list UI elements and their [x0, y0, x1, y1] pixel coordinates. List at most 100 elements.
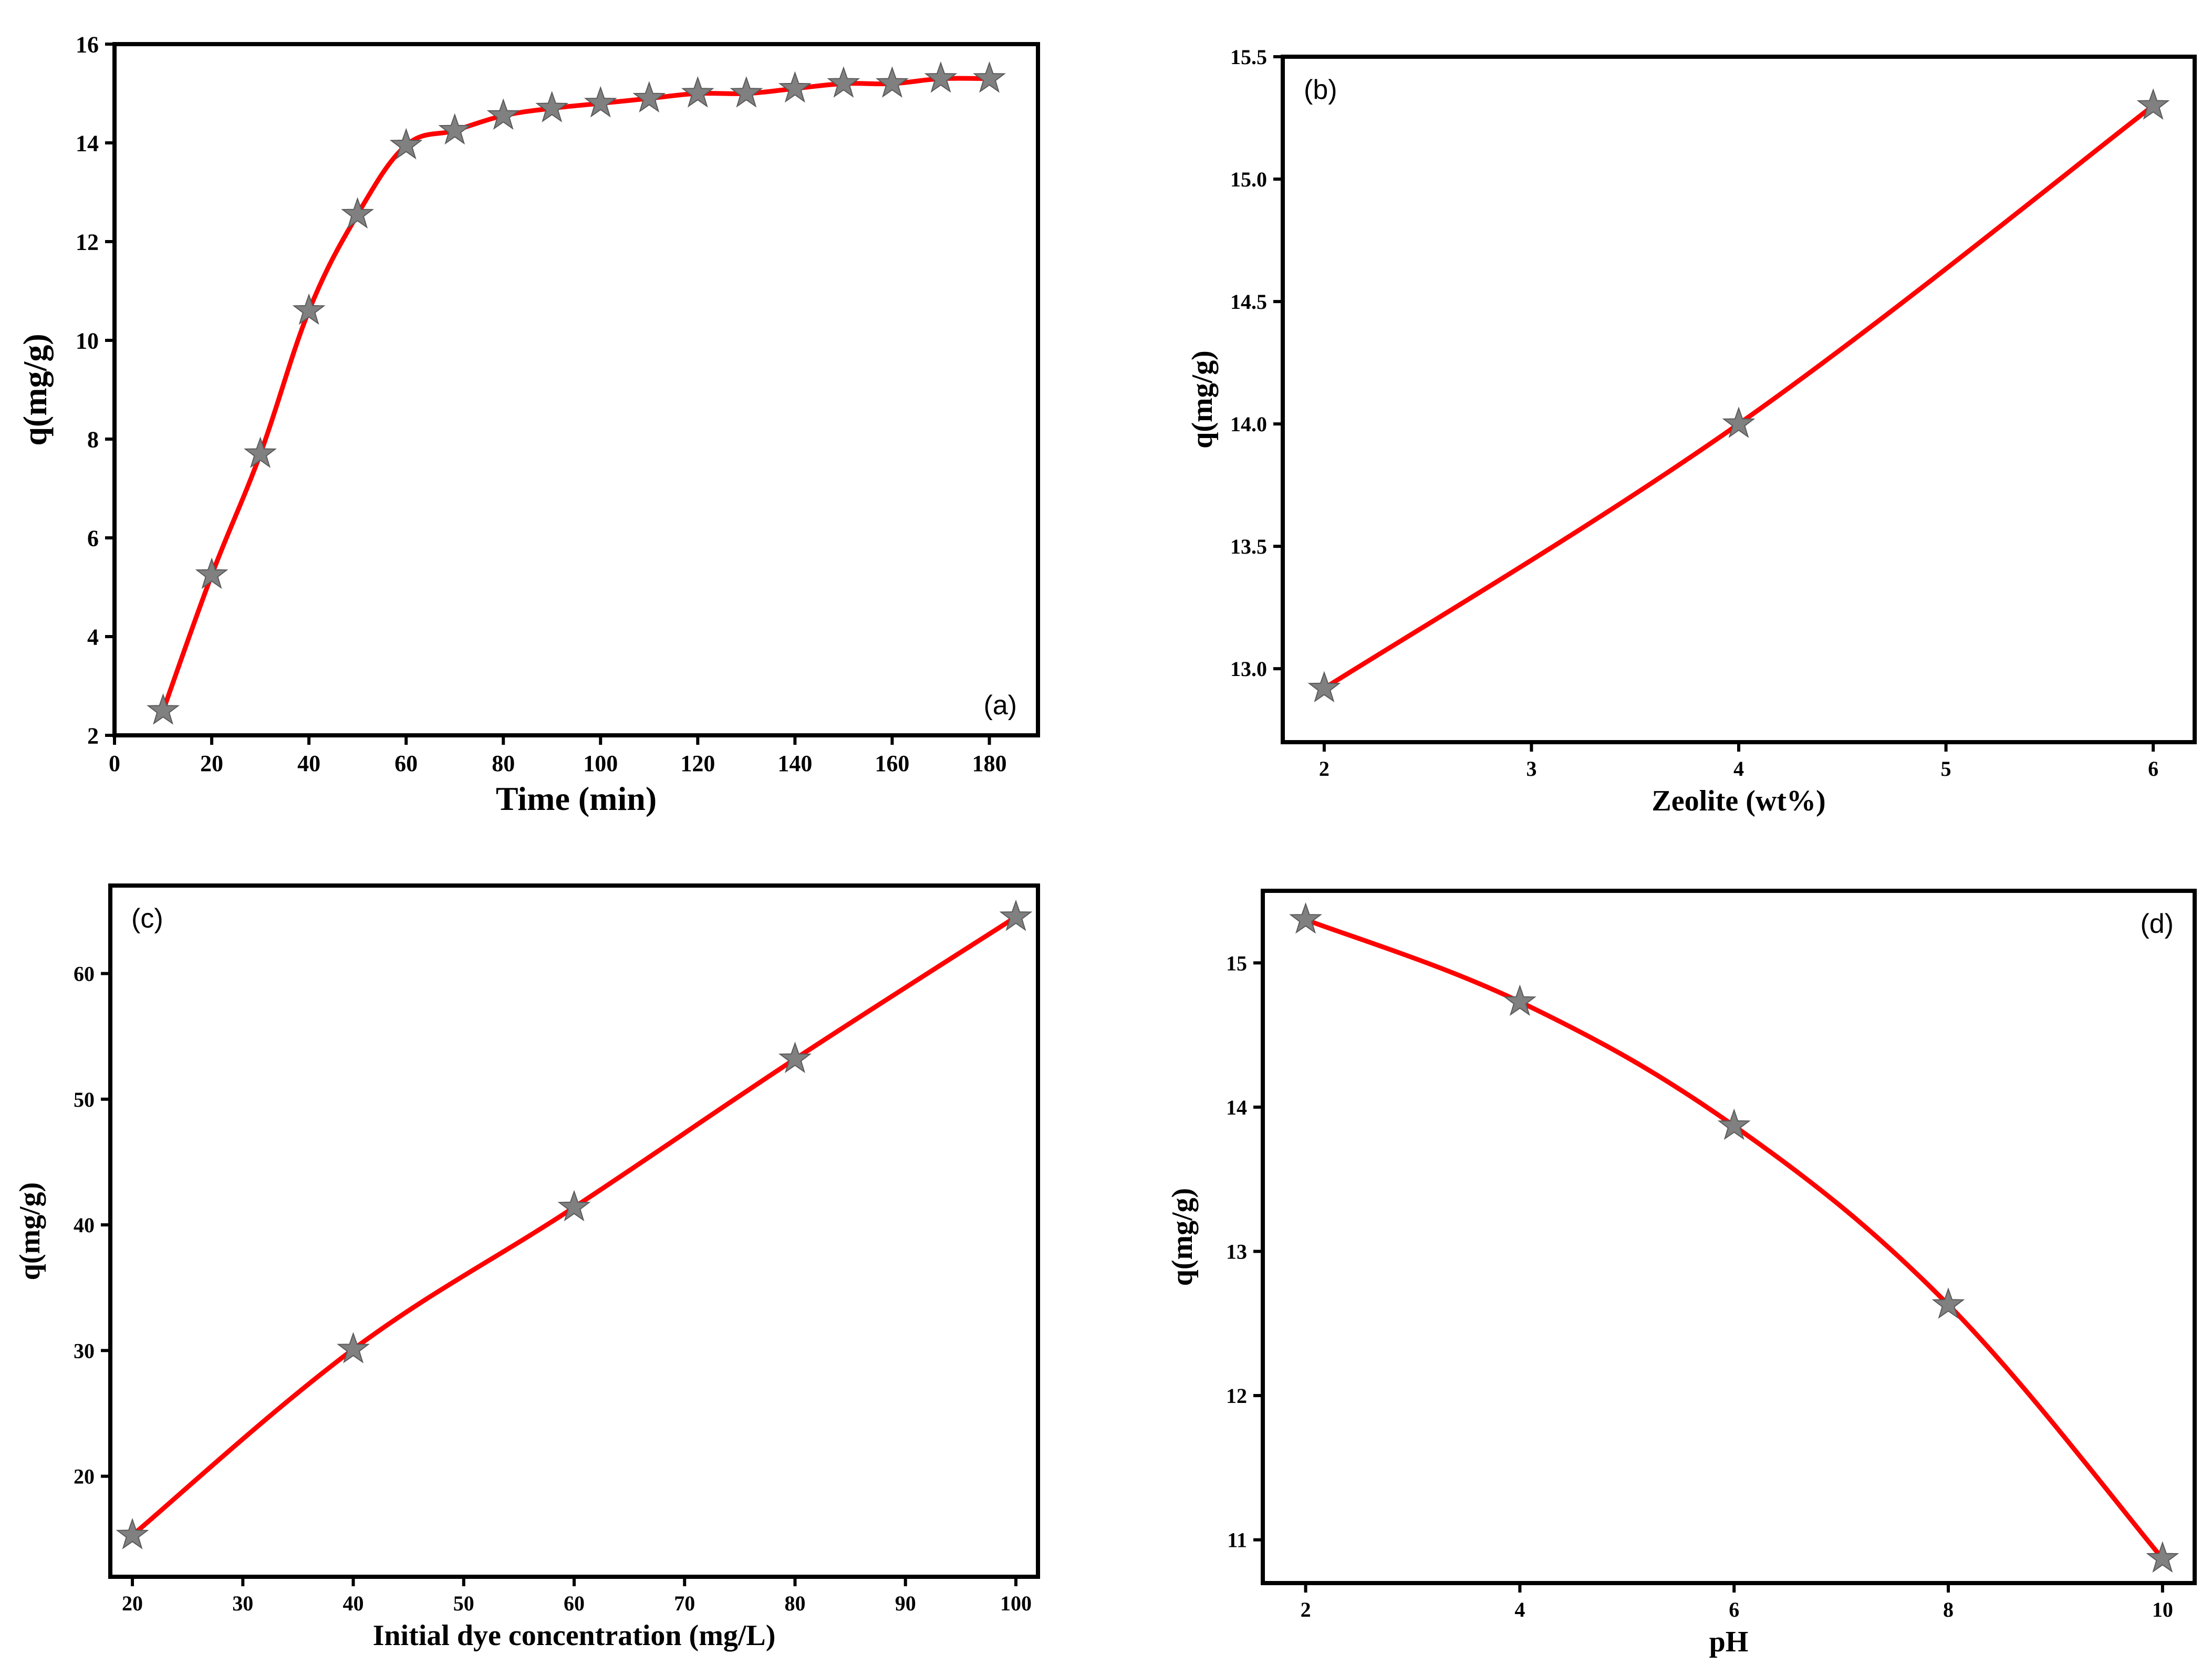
- chart-panel-a: 0 20 40 60 80 100 120 140 160 180 2 4 6 8 10 12 14 16 Time…: [16, 32, 1040, 817]
- y-tick-label: 14: [76, 130, 99, 156]
- x-tick-label: 10: [2152, 1598, 2173, 1621]
- data-point-star: [827, 66, 860, 98]
- data-point-star: [2146, 1541, 2179, 1573]
- x-tick-label: 60: [394, 751, 418, 776]
- y-tick-label: 11: [1227, 1528, 1247, 1552]
- y-tick-label: 4: [87, 624, 99, 650]
- data-point-star: [147, 693, 180, 725]
- panel-label: (b): [1304, 75, 1337, 105]
- y-axis-title: q(mg/g): [1166, 1188, 1199, 1286]
- y-tick-label: 14: [1226, 1096, 1247, 1119]
- data-point-star: [337, 1331, 370, 1364]
- data-point-star: [999, 899, 1033, 931]
- y-axis-title: q(mg/g): [16, 334, 54, 445]
- y-tick-label: 2: [87, 723, 99, 748]
- x-tick-label: 80: [784, 1591, 805, 1615]
- y-tick-label: 6: [87, 525, 99, 551]
- x-tick-label: 60: [564, 1591, 585, 1615]
- data-point-star: [116, 1517, 149, 1549]
- data-point-star: [972, 61, 1006, 93]
- x-tick-label: 160: [875, 751, 909, 776]
- series-line: [161, 76, 992, 713]
- x-tick-label: 0: [109, 751, 120, 776]
- x-tick-label: 40: [297, 751, 320, 776]
- chart-panel-b: 2 3 4 5 6 13.0 13.5 14.0 14.5 15.0 15.5 Zeolite (wt…: [1186, 45, 2197, 817]
- data-point-star: [195, 557, 229, 589]
- y-tick-label: 10: [76, 328, 99, 353]
- x-tick-label: 180: [972, 751, 1006, 776]
- data-point-star: [486, 98, 520, 130]
- y-tick-label: 15: [1226, 951, 1247, 975]
- y-tick-label: 14.5: [1230, 290, 1267, 314]
- y-tick-label: 16: [76, 32, 99, 57]
- data-point-star: [2136, 88, 2170, 120]
- axis-frame: [1281, 55, 2197, 744]
- data-point-star: [1717, 1108, 1751, 1140]
- y-tick-label: 50: [74, 1088, 95, 1111]
- x-axis-title: Time (min): [496, 780, 657, 817]
- data-point-star: [778, 71, 812, 103]
- data-point-star: [778, 1042, 812, 1073]
- y-tick-label: 13.5: [1230, 535, 1267, 558]
- y-tick-label: 13: [1226, 1240, 1247, 1263]
- series-line: [130, 914, 1019, 1538]
- x-tick-label: 50: [453, 1591, 474, 1615]
- axis-frame: [112, 42, 1040, 737]
- chart-panel-c: 20 30 40 50 60 70 80 90 100 20 30 40 50 60 Initial dye…: [14, 883, 1040, 1652]
- data-point-star: [1503, 984, 1536, 1016]
- y-tick-label: 20: [74, 1465, 95, 1489]
- x-tick-label: 4: [1514, 1598, 1525, 1621]
- x-axis-title: Initial dye concentration (mg/L): [373, 1619, 776, 1652]
- y-tick-label: 12: [76, 229, 99, 255]
- data-point-star: [584, 86, 617, 118]
- chart-panel-d: 2 4 6 8 10 11 12 13 14 15 pH q(mg/g) (d): [1166, 889, 2197, 1658]
- series-line: [1303, 917, 2165, 1561]
- y-axis-title: q(mg/g): [1186, 350, 1219, 449]
- data-point-star: [632, 81, 666, 113]
- x-tick-label: 30: [232, 1591, 253, 1615]
- y-tick-label: 30: [74, 1339, 95, 1362]
- series-line: [1322, 103, 2156, 691]
- x-tick-label: 40: [343, 1591, 364, 1615]
- x-tick-label: 3: [1526, 757, 1536, 781]
- x-tick-label: 6: [2148, 757, 2158, 781]
- data-point-star: [389, 128, 423, 160]
- data-point-star: [730, 76, 763, 108]
- x-axis-title: pH: [1709, 1626, 1749, 1658]
- data-point-star: [876, 66, 909, 98]
- data-point-star: [1289, 902, 1322, 934]
- x-tick-label: 120: [680, 751, 715, 776]
- x-tick-label: 20: [122, 1591, 143, 1615]
- data-point-star: [557, 1190, 591, 1222]
- y-tick-label: 14.0: [1230, 412, 1267, 436]
- y-tick-label: 15.5: [1230, 45, 1267, 69]
- x-tick-label: 20: [200, 751, 223, 776]
- panel-label: (c): [131, 903, 163, 934]
- data-point-star: [341, 197, 375, 229]
- data-point-star: [1307, 671, 1341, 703]
- x-tick-label: 6: [1729, 1598, 1739, 1621]
- x-tick-label: 80: [492, 751, 515, 776]
- y-tick-label: 15.0: [1230, 168, 1267, 191]
- data-point-star: [244, 436, 277, 468]
- x-tick-label: 8: [1943, 1598, 1954, 1621]
- data-point-star: [292, 293, 326, 325]
- x-tick-label: 2: [1301, 1598, 1311, 1621]
- data-point-star: [1722, 407, 1756, 438]
- x-tick-label: 2: [1319, 757, 1330, 781]
- panel-label: (d): [2140, 909, 2174, 939]
- x-axis-title: Zeolite (wt%): [1652, 785, 1825, 817]
- x-tick-label: 70: [674, 1591, 695, 1615]
- axis-frame: [1261, 889, 2197, 1585]
- y-tick-label: 12: [1226, 1384, 1247, 1408]
- data-point-star: [681, 76, 714, 108]
- y-tick-label: 13.0: [1230, 657, 1267, 681]
- panel-label: (a): [983, 690, 1017, 721]
- y-tick-label: 60: [74, 962, 95, 985]
- data-point-star: [924, 61, 958, 93]
- data-point-star: [438, 113, 472, 145]
- x-tick-label: 140: [777, 751, 812, 776]
- x-tick-label: 4: [1733, 757, 1744, 781]
